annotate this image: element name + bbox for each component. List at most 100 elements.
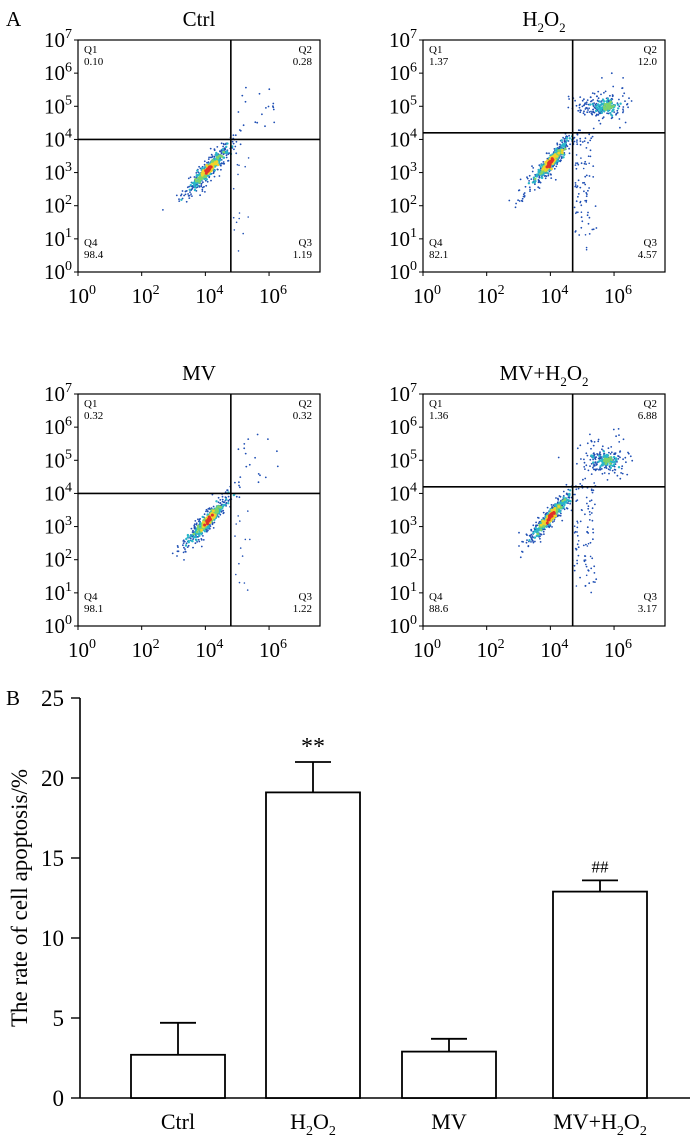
event-dot [201, 167, 204, 170]
event-dot [190, 539, 193, 542]
tick-exponent: 0 [434, 283, 441, 298]
event-dot [203, 513, 206, 516]
event-dot [584, 513, 586, 516]
y-tick-label: 100 [389, 259, 417, 284]
event-dot [531, 170, 534, 173]
panel-title: Ctrl [183, 7, 216, 31]
event-dot [618, 98, 620, 101]
x-category-label: H2O2 [290, 1109, 336, 1138]
event-dot [591, 519, 594, 522]
event-dot [586, 214, 589, 217]
event-dot [520, 199, 523, 202]
event-dot [592, 531, 595, 534]
event-dot [205, 508, 208, 511]
event-dot [542, 161, 545, 163]
event-dot [211, 156, 213, 159]
event-dot [207, 158, 210, 161]
event-dot [622, 108, 624, 111]
event-dot [194, 186, 197, 189]
event-dot [593, 92, 596, 95]
x-tick-label: 106 [604, 283, 632, 308]
event-dot [227, 502, 230, 505]
tick-exponent: 7 [410, 27, 417, 42]
label-subscript: 2 [560, 374, 567, 389]
event-dot [583, 466, 586, 468]
event-dot [576, 162, 579, 165]
event-dot [579, 96, 582, 98]
event-dot [566, 498, 569, 501]
event-dot [594, 461, 597, 464]
x-tick-label: 104 [195, 637, 223, 662]
event-dot [609, 100, 613, 104]
y-tick-label: 102 [44, 547, 72, 572]
event-dot [247, 438, 250, 440]
event-dot [575, 500, 578, 502]
event-dot [583, 458, 585, 461]
event-dot [584, 137, 587, 140]
y-tick-label: 105 [44, 93, 72, 118]
tick-exponent: 4 [561, 283, 568, 298]
event-dot [585, 103, 588, 105]
event-dot [228, 152, 231, 155]
event-dot [184, 190, 187, 193]
event-dot [622, 111, 624, 114]
event-dot [549, 173, 552, 176]
event-dot [568, 152, 571, 155]
event-dot [518, 531, 520, 534]
event-dot [568, 492, 571, 496]
tick-exponent: 7 [65, 381, 72, 396]
event-dot [615, 459, 618, 462]
event-dot [220, 511, 223, 513]
event-dot [579, 140, 582, 143]
label-part: O [567, 361, 582, 385]
event-dot [554, 162, 557, 165]
event-dot [184, 550, 187, 553]
event-dot [206, 526, 210, 529]
event-dot [248, 463, 251, 466]
event-dot [579, 129, 581, 132]
event-dot [590, 447, 592, 450]
event-dot [192, 546, 194, 549]
event-dot [580, 458, 582, 460]
event-dot [573, 564, 576, 567]
event-dot [222, 162, 225, 165]
event-dot [193, 524, 196, 527]
event-dot [576, 526, 579, 529]
event-dot [603, 472, 606, 474]
event-dot [200, 532, 203, 536]
event-dot [196, 526, 200, 530]
event-dot [589, 433, 591, 436]
event-dot [213, 521, 216, 524]
event-dot [232, 216, 235, 219]
event-dot [243, 447, 246, 450]
event-dot [193, 188, 197, 192]
event-dot [591, 103, 594, 106]
event-dot [592, 465, 595, 467]
event-dot [535, 534, 538, 538]
event-dot [583, 190, 585, 193]
tick-base: 10 [389, 28, 410, 52]
event-dot [227, 153, 230, 156]
event-dot [198, 540, 201, 543]
event-dot [246, 589, 249, 591]
event-dot [584, 183, 587, 186]
x-tick-label: 104 [195, 283, 223, 308]
event-dot [593, 441, 596, 443]
event-dot [546, 152, 548, 155]
event-dot [184, 193, 187, 196]
event-dot [191, 195, 193, 198]
event-dot [185, 537, 188, 541]
event-dot [193, 183, 196, 187]
event-dot [568, 496, 571, 499]
event-dot [533, 177, 537, 181]
event-dot [611, 464, 614, 467]
event-dot [550, 167, 553, 171]
event-dot [256, 121, 259, 124]
event-dot [243, 582, 246, 584]
event-dot [586, 99, 589, 101]
event-dot [547, 518, 551, 522]
event-dot [212, 527, 215, 529]
event-dot [597, 113, 600, 116]
event-dot [518, 189, 521, 192]
tick-exponent: 2 [410, 547, 417, 562]
